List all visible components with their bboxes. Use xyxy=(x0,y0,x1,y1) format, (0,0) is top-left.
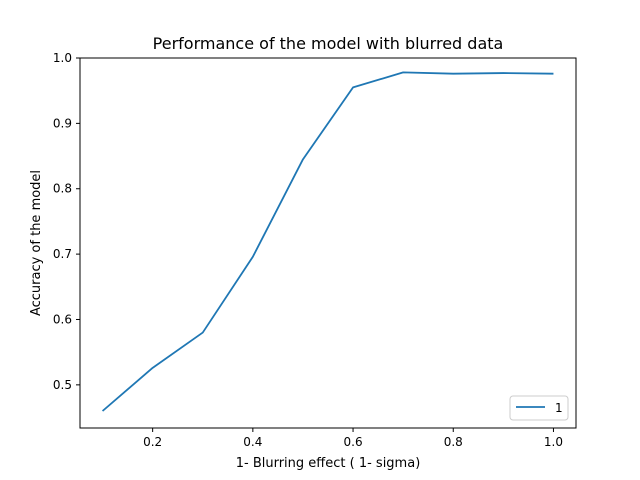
data-point xyxy=(252,256,254,258)
data-point xyxy=(502,72,504,74)
x-axis: 0.2 0.4 0.6 0.8 1.0 xyxy=(143,428,563,449)
x-tick-label: 0.2 xyxy=(143,435,162,449)
y-tick-label: 1.0 xyxy=(53,51,72,65)
chart-title: Performance of the model with blurred da… xyxy=(153,34,504,53)
data-point xyxy=(552,72,554,74)
x-tick-label: 0.4 xyxy=(243,435,262,449)
y-tick-label: 0.7 xyxy=(53,247,72,261)
y-tick-label: 0.9 xyxy=(53,116,72,130)
y-tick-label: 0.6 xyxy=(53,312,72,326)
data-point xyxy=(352,86,354,88)
plot-area xyxy=(79,57,577,429)
y-axis-label: Accuracy of the model xyxy=(29,170,44,316)
y-tick-label: 0.5 xyxy=(53,378,72,392)
y-axis: 0.5 0.6 0.7 0.8 0.9 1.0 xyxy=(53,51,80,392)
series-line-1 xyxy=(101,71,554,412)
x-tick-label: 0.6 xyxy=(344,435,363,449)
legend-box xyxy=(509,395,569,421)
x-tick-label: 1.0 xyxy=(544,435,563,449)
data-point xyxy=(101,410,103,412)
data-point xyxy=(151,367,153,369)
x-tick-label: 0.8 xyxy=(444,435,463,449)
y-tick-label: 0.8 xyxy=(53,182,72,196)
data-point xyxy=(452,72,454,74)
legend-entry-label: 1 xyxy=(555,401,563,415)
data-point xyxy=(202,331,204,333)
legend: 1 xyxy=(509,395,569,421)
x-axis-label: 1- Blurring effect ( 1- sigma) xyxy=(236,456,421,471)
data-point xyxy=(302,158,304,160)
series-layer xyxy=(101,71,554,412)
data-point xyxy=(402,71,404,73)
